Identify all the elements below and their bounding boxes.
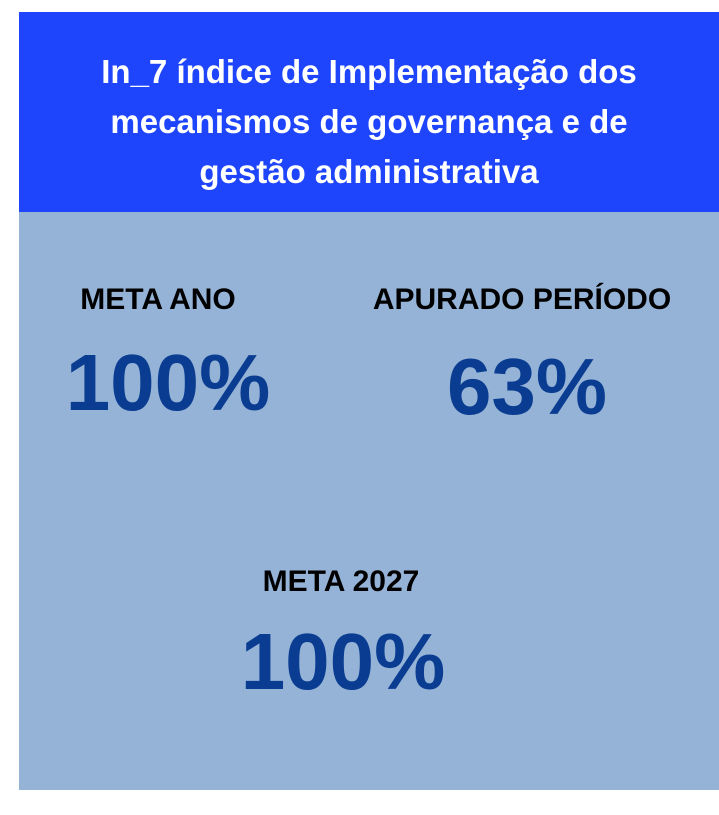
metric-value: 63%	[446, 342, 608, 431]
card-header: In_7 índice de Implementação dos mecanis…	[19, 12, 719, 212]
title-line: In_7 índice de Implementação dos	[101, 53, 637, 90]
kpi-card: In_7 índice de Implementação dos mecanis…	[19, 12, 719, 790]
title-line: mecanismos de governança e de	[110, 103, 628, 140]
metric-label: META 2027	[262, 565, 420, 598]
metric-value: 100%	[240, 617, 446, 706]
metric-value: 100%	[65, 338, 271, 427]
metric-label: APURADO PERÍODO	[372, 283, 672, 316]
metric-label: META ANO	[80, 283, 236, 316]
title-line: gestão administrativa	[199, 153, 539, 190]
